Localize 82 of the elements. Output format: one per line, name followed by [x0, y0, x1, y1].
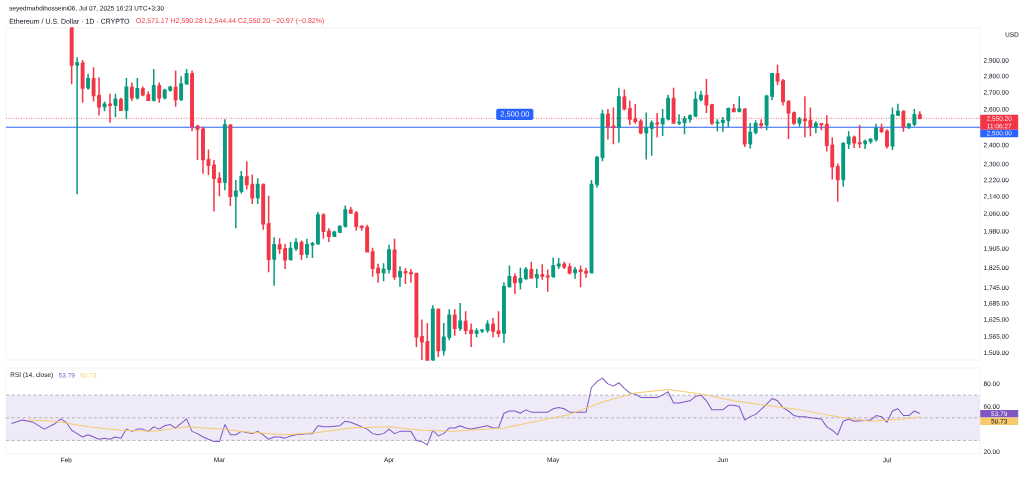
candlestick — [294, 237, 298, 252]
candlestick — [195, 124, 200, 161]
candlestick — [698, 90, 703, 103]
candlestick — [704, 78, 709, 114]
candlestick — [545, 268, 550, 293]
candlestick — [731, 103, 736, 113]
candlestick — [458, 302, 463, 332]
candlestick — [748, 122, 753, 150]
candlestick — [562, 260, 567, 270]
candlestick — [813, 120, 818, 135]
candlestick — [113, 93, 118, 118]
candlestick — [616, 86, 621, 144]
candlestick — [556, 257, 561, 270]
candlestick — [398, 265, 402, 288]
candlestick — [124, 77, 129, 120]
candlestick — [266, 194, 271, 273]
candlestick — [419, 318, 424, 361]
candlestick — [677, 113, 682, 126]
candlestick — [857, 124, 862, 149]
candlestick — [841, 141, 846, 188]
candlestick — [173, 69, 178, 108]
candlestick — [534, 268, 539, 289]
candlestick — [184, 68, 189, 86]
candlestick — [885, 128, 889, 150]
candlestick — [97, 76, 101, 117]
candlestick — [770, 72, 775, 101]
candlestick — [86, 73, 91, 91]
candlestick — [753, 119, 758, 135]
candlestick — [567, 262, 572, 276]
candlestick — [321, 212, 326, 240]
candlestick — [737, 95, 742, 113]
candlestick — [863, 138, 868, 150]
candlestick — [496, 310, 501, 339]
candlestick — [272, 236, 277, 287]
candlestick — [447, 308, 452, 341]
candlestick — [425, 322, 430, 361]
candlestick — [529, 260, 534, 280]
candlestick — [512, 272, 517, 295]
candlestick — [797, 116, 802, 128]
candlestick — [80, 59, 85, 104]
candlestick — [157, 81, 162, 104]
candlestick — [835, 162, 840, 203]
candlestick — [441, 322, 446, 357]
candlestick — [255, 177, 260, 205]
candlestick — [151, 68, 156, 103]
candlestick — [551, 256, 556, 278]
candlestick — [452, 308, 457, 337]
candlestick — [895, 102, 900, 117]
candlestick — [846, 130, 851, 150]
candlestick — [326, 227, 331, 243]
candlestick — [491, 317, 495, 339]
candlestick — [819, 122, 824, 131]
candlestick — [118, 97, 123, 112]
candlestick — [261, 182, 266, 231]
candlestick — [135, 77, 140, 101]
candlestick — [622, 88, 627, 111]
candlestick — [518, 267, 523, 291]
candlestick — [523, 266, 528, 281]
candlestick — [75, 56, 80, 196]
candlestick — [573, 266, 578, 280]
candlestick — [403, 267, 408, 285]
candlestick — [781, 78, 785, 107]
candlestick — [715, 118, 720, 132]
candlestick — [179, 75, 184, 102]
candlestick — [69, 27, 74, 85]
candlestick — [91, 66, 96, 103]
candlestick — [168, 85, 173, 93]
candlestick — [201, 126, 205, 175]
candlestick — [129, 81, 134, 102]
candlestick — [162, 87, 167, 101]
candlestick — [852, 134, 857, 149]
candlestick — [244, 160, 249, 191]
candlestick — [250, 173, 255, 205]
candlestick — [222, 118, 227, 191]
candlestick — [540, 263, 545, 281]
candlestick — [332, 229, 337, 238]
candlestick — [682, 115, 687, 135]
candlestick — [644, 111, 649, 161]
candlestick — [688, 113, 692, 124]
candlestick — [315, 211, 320, 246]
candlestick — [649, 119, 654, 157]
line-series — [27, 389, 921, 436]
